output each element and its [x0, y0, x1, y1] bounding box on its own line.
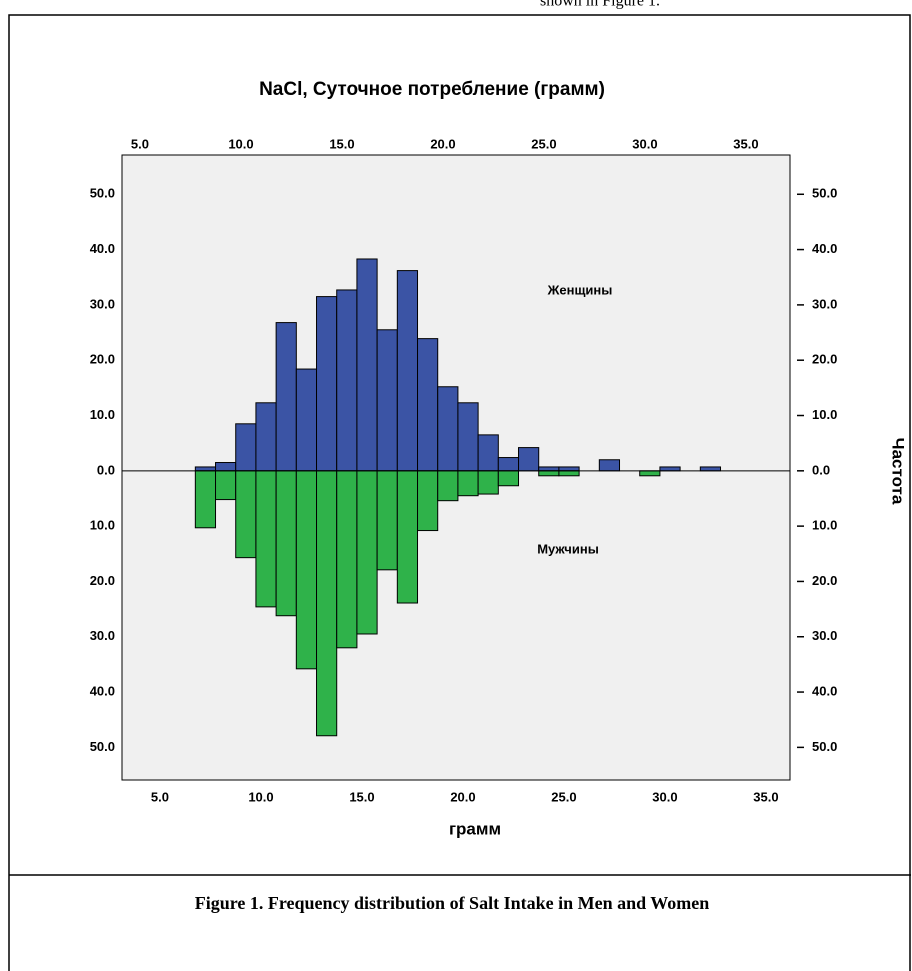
figure-frame	[8, 14, 911, 971]
bar	[376, 329, 398, 472]
x-tick-label: 10.0	[248, 789, 273, 804]
bar	[235, 423, 257, 472]
x-tick-label-top: 20.0	[430, 136, 455, 151]
bar	[699, 466, 722, 472]
x-tick-label: 35.0	[753, 789, 778, 804]
bar	[235, 470, 257, 559]
x-tick-label: 5.0	[151, 789, 169, 804]
bar	[275, 322, 297, 472]
bar	[194, 466, 217, 472]
x-tick-label-top: 35.0	[733, 136, 758, 151]
y-tick-label: 40.0	[90, 683, 115, 698]
y-tick-label-right: 50.0	[812, 186, 837, 201]
caption: Figure 1. Frequency distribution of Salt…	[195, 893, 710, 913]
bar	[497, 470, 520, 487]
y-axis-label: Частота	[889, 438, 908, 505]
bar	[336, 470, 358, 649]
bar	[437, 470, 459, 502]
x-axis-label: грамм	[449, 819, 501, 838]
y-tick-label: 20.0	[90, 352, 115, 367]
bar	[558, 470, 580, 477]
bar	[356, 258, 378, 472]
bar	[598, 459, 621, 472]
y-tick-label: 30.0	[90, 628, 115, 643]
bar	[558, 466, 580, 472]
bar	[538, 470, 560, 477]
x-tick-label-top: 25.0	[531, 136, 556, 151]
bar	[356, 470, 378, 635]
bar	[457, 470, 479, 497]
y-tick-label-right: 10.0	[812, 407, 837, 422]
y-tick-label: 20.0	[90, 573, 115, 588]
marks: 5.0 5.0 10.0 10.0 15.0 15.0 20.0 20.0 25.0 25.0 30…	[90, 136, 838, 804]
bar	[477, 470, 499, 495]
header-text: shown in Figure 1.	[540, 0, 660, 10]
series-label: Мужчины	[537, 541, 599, 556]
bar	[376, 470, 398, 571]
bar	[275, 470, 297, 617]
x-tick-label: 30.0	[652, 789, 677, 804]
x-tick-label: 25.0	[551, 789, 576, 804]
bar	[255, 470, 277, 608]
bar	[194, 470, 217, 529]
x-tick-label-top: 5.0	[131, 136, 149, 151]
y-tick-label-right: 0.0	[812, 462, 830, 477]
bar	[417, 470, 439, 532]
series-label: Женщины	[547, 282, 613, 297]
y-tick-label-right: 50.0	[812, 739, 837, 754]
y-tick-label: 0.0	[97, 462, 115, 477]
y-tick-label: 50.0	[90, 186, 115, 201]
bar	[538, 466, 560, 472]
bar	[659, 466, 681, 472]
bar	[639, 470, 661, 477]
x-tick-label-top: 15.0	[329, 136, 354, 151]
x-tick-label: 20.0	[450, 789, 475, 804]
bar	[497, 457, 520, 472]
bar	[518, 447, 540, 472]
bar	[457, 402, 479, 472]
bar	[295, 368, 318, 472]
bar	[316, 296, 338, 472]
bar	[477, 434, 499, 472]
y-tick-label-right: 40.0	[812, 241, 837, 256]
bar	[316, 470, 338, 737]
bar	[396, 270, 419, 472]
bar	[396, 470, 419, 604]
y-tick-label: 40.0	[90, 241, 115, 256]
x-tick-label-top: 30.0	[632, 136, 657, 151]
y-tick-label-right: 30.0	[812, 296, 837, 311]
y-tick-label: 10.0	[90, 518, 115, 533]
bar	[295, 470, 318, 670]
y-tick-label-right: 40.0	[812, 683, 837, 698]
y-tick-label: 10.0	[90, 407, 115, 422]
y-tick-label-right: 20.0	[812, 573, 837, 588]
y-tick-label-right: 10.0	[812, 518, 837, 533]
x-tick-label-top: 10.0	[228, 136, 253, 151]
chart-title: NaCl, Суточное потребление (грамм)	[259, 79, 605, 100]
bar	[417, 338, 439, 472]
bar	[215, 462, 237, 472]
bar	[336, 289, 358, 472]
x-tick-label: 15.0	[349, 789, 374, 804]
y-tick-label-right: 20.0	[812, 352, 837, 367]
bar	[255, 402, 277, 472]
bar	[215, 470, 237, 501]
bar	[437, 386, 459, 472]
y-tick-label: 50.0	[90, 739, 115, 754]
y-tick-label-right: 30.0	[812, 628, 837, 643]
y-tick-label: 30.0	[90, 296, 115, 311]
